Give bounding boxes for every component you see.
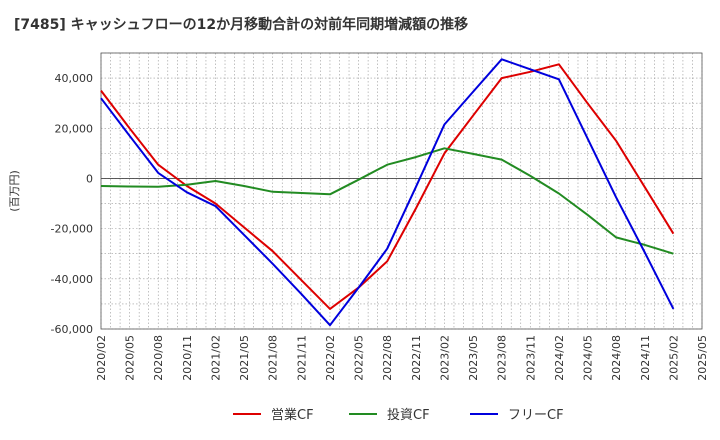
x-tick-label: 2021/05 (238, 335, 251, 381)
x-tick-label: 2024/02 (553, 335, 566, 381)
chart-title: [7485] キャッシュフローの12か月移動合計の対前年同期増減額の推移 (14, 17, 469, 33)
series-layer (100, 58, 675, 327)
x-tick-label: 2025/05 (696, 335, 709, 381)
legend-label: 営業CF (271, 407, 314, 423)
legend: 営業CF 投資CF フリーCF (233, 407, 564, 423)
plot-frame (100, 52, 703, 330)
y-tick-label: 40,000 (55, 72, 94, 85)
x-tick-label: 2023/05 (467, 335, 480, 381)
y-tick-label: 20,000 (55, 122, 94, 135)
plot-area (101, 53, 702, 329)
x-tick-label: 2020/11 (181, 335, 194, 381)
x-tick-label: 2022/05 (353, 335, 366, 381)
x-tick-label: 2022/02 (324, 335, 337, 381)
y-tick-label: -20,000 (51, 223, 93, 236)
x-tick-label: 2021/08 (267, 335, 280, 381)
x-tick-label: 2023/02 (438, 335, 451, 381)
x-tick-label: 2024/05 (582, 335, 595, 381)
y-tick-label: -60,000 (51, 323, 93, 336)
series-line (100, 63, 675, 310)
series-line (100, 147, 674, 255)
axes-layer (100, 52, 703, 330)
x-tick-label: 2022/11 (410, 335, 423, 381)
grid-layer (100, 52, 703, 330)
x-tick-label: 2021/02 (209, 335, 222, 381)
x-tick-label: 2023/08 (496, 335, 509, 381)
x-tick-label: 2020/05 (124, 335, 137, 381)
x-tick-label: 2021/11 (295, 335, 308, 381)
y-axis-label: (百万円) (8, 170, 21, 212)
x-tick-label: 2020/02 (95, 335, 108, 381)
x-tick-label: 2022/08 (381, 335, 394, 381)
x-tick-label: 2023/11 (524, 335, 537, 381)
x-tick-label: 2025/02 (667, 335, 680, 381)
series-line (100, 58, 675, 327)
legend-label: 投資CF (387, 407, 430, 423)
y-tick-label: 0 (86, 172, 93, 185)
legend-label: フリーCF (508, 408, 564, 423)
x-tick-label: 2024/11 (639, 335, 652, 381)
labels-layer: -60,000 -40,000 -20,000 0 20,000 40,000 2020/0… (8, 72, 709, 381)
x-tick-label: 2020/08 (152, 335, 165, 381)
y-tick-label: -40,000 (51, 273, 93, 286)
x-tick-label: 2024/08 (610, 335, 623, 381)
